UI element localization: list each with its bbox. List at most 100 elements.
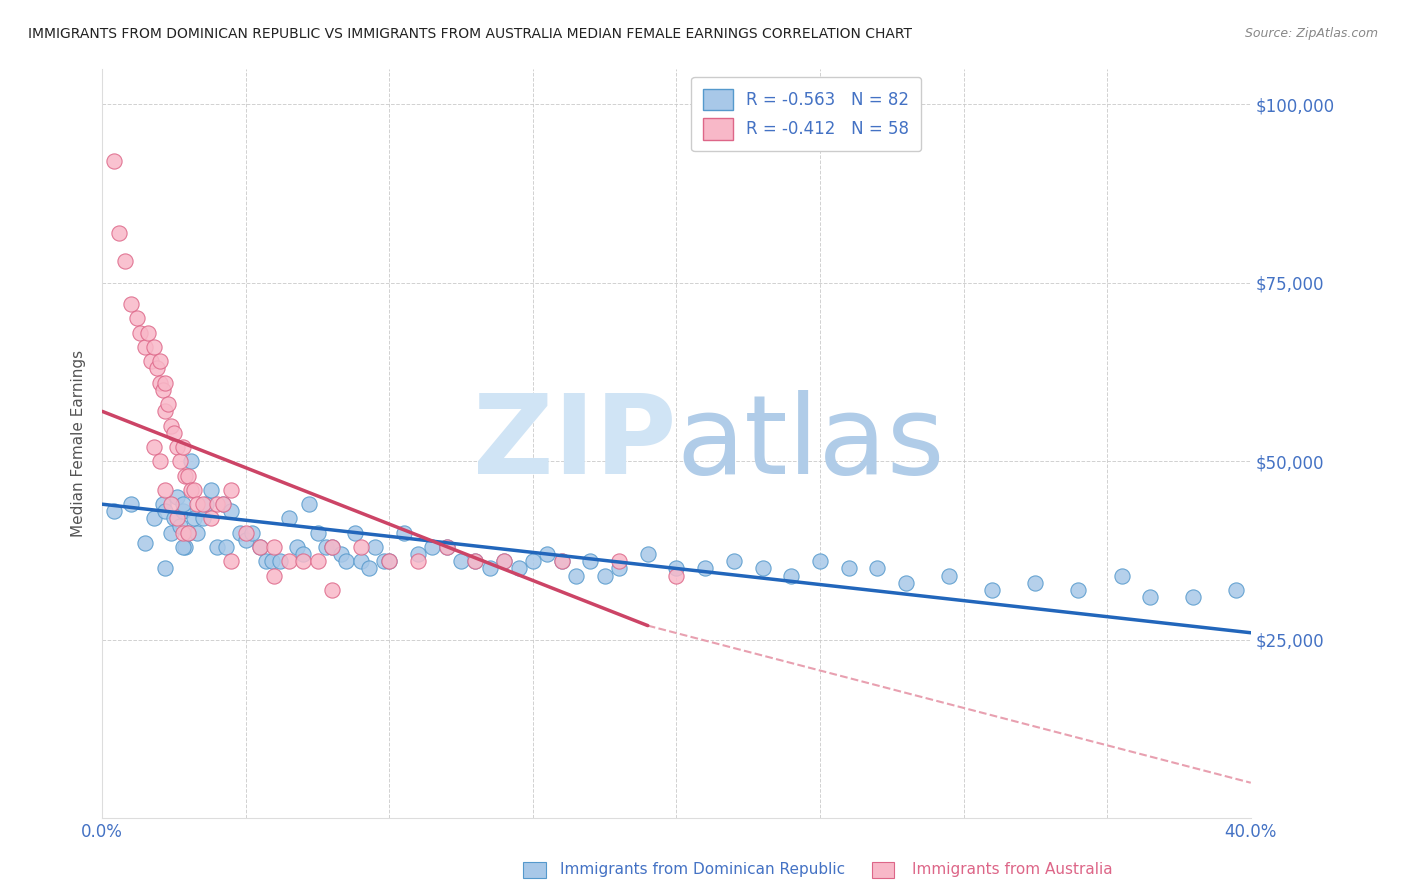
Point bbox=[174, 540, 197, 554]
Text: IMMIGRANTS FROM DOMINICAN REPUBLIC VS IMMIGRANTS FROM AUSTRALIA MEDIAN FEMALE EA: IMMIGRANTS FROM DOMINICAN REPUBLIC VS IM… bbox=[28, 27, 912, 41]
Point bbox=[298, 497, 321, 511]
Point bbox=[436, 540, 458, 554]
Point bbox=[103, 154, 125, 169]
Point bbox=[160, 418, 183, 433]
Point bbox=[205, 497, 228, 511]
Point bbox=[321, 540, 343, 554]
Point bbox=[177, 525, 200, 540]
Point bbox=[307, 554, 329, 568]
Point bbox=[166, 511, 188, 525]
Point bbox=[287, 540, 309, 554]
Point bbox=[536, 547, 558, 561]
Point bbox=[163, 511, 186, 525]
Point bbox=[522, 554, 544, 568]
Point bbox=[172, 540, 194, 554]
Point bbox=[215, 540, 238, 554]
Point bbox=[172, 440, 194, 454]
Point bbox=[163, 425, 186, 440]
Point bbox=[1067, 582, 1090, 597]
Point bbox=[183, 511, 205, 525]
Point bbox=[1139, 590, 1161, 604]
Point bbox=[343, 525, 366, 540]
Text: Source: ZipAtlas.com: Source: ZipAtlas.com bbox=[1244, 27, 1378, 40]
Point bbox=[269, 554, 291, 568]
Point bbox=[464, 554, 486, 568]
Point bbox=[315, 540, 337, 554]
Point bbox=[406, 547, 429, 561]
Point bbox=[307, 525, 329, 540]
Point bbox=[221, 483, 243, 497]
Point bbox=[565, 568, 588, 582]
Point bbox=[321, 582, 343, 597]
Point bbox=[134, 340, 156, 354]
Point bbox=[229, 525, 252, 540]
Point bbox=[723, 554, 745, 568]
Point bbox=[172, 504, 194, 518]
Point bbox=[866, 561, 889, 575]
Point bbox=[191, 511, 214, 525]
Point bbox=[149, 376, 172, 390]
Point bbox=[464, 554, 486, 568]
Point bbox=[593, 568, 616, 582]
Point bbox=[406, 554, 429, 568]
Point bbox=[378, 554, 401, 568]
Point bbox=[103, 504, 125, 518]
Point bbox=[665, 568, 688, 582]
Point bbox=[838, 561, 860, 575]
Point bbox=[335, 554, 357, 568]
Point bbox=[180, 483, 202, 497]
Point bbox=[166, 490, 188, 504]
Point bbox=[579, 554, 602, 568]
Point bbox=[422, 540, 444, 554]
Point bbox=[120, 497, 142, 511]
Point bbox=[349, 540, 371, 554]
Point bbox=[174, 468, 197, 483]
Point bbox=[249, 540, 271, 554]
Point bbox=[364, 540, 387, 554]
Point bbox=[155, 376, 177, 390]
Point bbox=[329, 547, 352, 561]
Point bbox=[550, 554, 572, 568]
Point bbox=[191, 497, 214, 511]
Y-axis label: Median Female Earnings: Median Female Earnings bbox=[72, 350, 86, 537]
Point bbox=[139, 354, 162, 368]
Point bbox=[169, 454, 191, 468]
Point bbox=[359, 561, 381, 575]
Point bbox=[211, 497, 233, 511]
Point bbox=[152, 383, 174, 397]
Point bbox=[221, 554, 243, 568]
Point bbox=[172, 497, 194, 511]
Point bbox=[277, 554, 299, 568]
Point bbox=[254, 554, 277, 568]
Point bbox=[249, 540, 271, 554]
Point bbox=[981, 582, 1004, 597]
Point bbox=[808, 554, 831, 568]
Point bbox=[378, 554, 401, 568]
Point bbox=[494, 554, 516, 568]
Point bbox=[177, 468, 200, 483]
Point bbox=[205, 540, 228, 554]
Point bbox=[494, 554, 516, 568]
Point bbox=[896, 575, 918, 590]
Point bbox=[321, 540, 343, 554]
Point bbox=[142, 511, 165, 525]
Point bbox=[142, 440, 165, 454]
Point bbox=[292, 547, 315, 561]
Point bbox=[938, 568, 960, 582]
Point bbox=[160, 497, 183, 511]
Point bbox=[637, 547, 659, 561]
Point bbox=[155, 504, 177, 518]
Point bbox=[221, 504, 243, 518]
Point bbox=[751, 561, 773, 575]
Point bbox=[695, 561, 717, 575]
Point bbox=[478, 561, 501, 575]
Point bbox=[450, 554, 472, 568]
Point bbox=[134, 536, 156, 550]
Point bbox=[1111, 568, 1133, 582]
Point bbox=[120, 297, 142, 311]
Point bbox=[183, 483, 205, 497]
Point bbox=[186, 525, 208, 540]
Point bbox=[235, 525, 257, 540]
Point bbox=[155, 561, 177, 575]
Point bbox=[200, 511, 222, 525]
